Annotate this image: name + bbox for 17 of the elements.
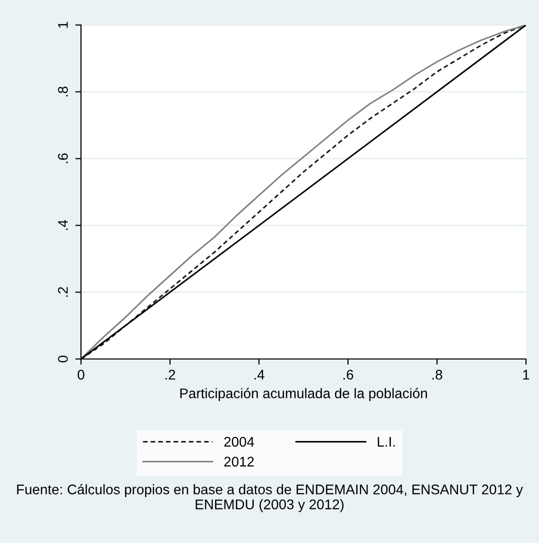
y-tick-label: 1 bbox=[58, 22, 68, 28]
y-tick-label: .4 bbox=[58, 220, 68, 230]
x-tick-label: .6 bbox=[343, 370, 354, 380]
source-note: Fuente: Cálculos propios en base a datos de ENDEMAIN 2004, ENSANUT 2012 y ENEMDU (2003 y 2012) bbox=[17, 484, 523, 512]
legend-label: 2012 bbox=[224, 456, 254, 467]
y-tick-label: .8 bbox=[58, 86, 68, 96]
y-tick-label: .2 bbox=[58, 287, 68, 297]
x-tick-label: .4 bbox=[254, 370, 264, 380]
x-tick-label: .2 bbox=[165, 370, 176, 380]
x-tick-label: .8 bbox=[432, 370, 442, 380]
x-tick-label: 0 bbox=[78, 370, 84, 380]
y-tick-label: 0 bbox=[58, 356, 68, 362]
x-tick-label: 1 bbox=[523, 370, 530, 380]
legend-label: L.I. bbox=[378, 437, 395, 447]
x-axis-title: Participación acumulada de la población bbox=[180, 388, 427, 402]
legend-label: 2004 bbox=[224, 436, 254, 447]
y-tick-label: .6 bbox=[58, 153, 68, 164]
